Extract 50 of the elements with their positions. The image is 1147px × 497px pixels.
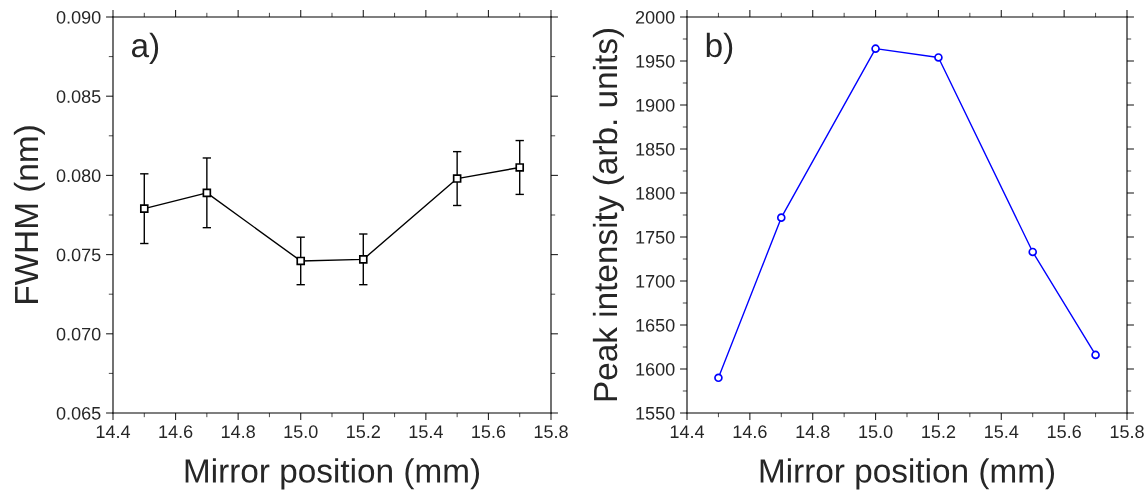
point: [515, 163, 525, 172]
x-tick-label: 14.6: [733, 425, 767, 439]
point: [1091, 350, 1100, 360]
point: [714, 373, 723, 383]
point: [139, 204, 149, 213]
x-tick-label: 14.4: [96, 425, 131, 438]
y-tick-label: 0.085: [56, 90, 101, 103]
y-tick-label: 0.070: [56, 327, 101, 341]
point: [452, 174, 462, 183]
annotation: b): [706, 32, 733, 64]
point: [871, 44, 880, 53]
x-axis-title: Mirror position (mm): [760, 458, 1055, 490]
x-tick-label: 15.8: [1110, 425, 1144, 439]
y-tick-label: 0.080: [56, 169, 101, 183]
x-tick-label: 14.8: [221, 425, 255, 439]
y-tick-label: 1700: [636, 274, 675, 288]
y-tick-label: 1900: [636, 98, 675, 112]
x-tick-label: 14.8: [796, 425, 830, 439]
y-tick-label: 1950: [636, 54, 675, 68]
point: [1028, 247, 1038, 257]
x-tick-label: 15.6: [472, 425, 506, 439]
y-axis-title: FWHM (nm): [13, 126, 45, 303]
x-tick-label: 14.4: [670, 425, 705, 438]
x-tick-label: 15.4: [985, 425, 1019, 439]
y-tick-label: 2000: [635, 10, 675, 24]
x-tick-label: 15.2: [922, 425, 956, 439]
x-tick-label: 15.8: [534, 425, 568, 439]
y-tick-label: 1850: [636, 142, 675, 156]
annotation: a): [131, 32, 159, 64]
y-tick-label: 1750: [636, 230, 675, 244]
point: [202, 188, 212, 198]
y-tick-label: 1550: [636, 406, 675, 420]
x-axis-title: Mirror position (mm): [185, 458, 480, 490]
x-tick-label: 15.6: [1047, 425, 1081, 439]
y-tick-label: 1800: [636, 186, 675, 200]
point: [934, 53, 943, 62]
x-tick-label: 15.4: [409, 425, 443, 439]
x-tick-label: 15.2: [347, 425, 380, 439]
point: [296, 256, 306, 266]
y-tick-label: 1650: [636, 318, 675, 332]
point: [776, 213, 786, 222]
y-tick-label: 0.090: [56, 10, 101, 24]
y-tick-label: 0.065: [56, 406, 101, 420]
y-tick-label: 0.075: [56, 248, 101, 262]
x-tick-label: 14.6: [159, 425, 193, 439]
x-tick-label: 15.0: [859, 425, 893, 439]
y-tick-label: 1600: [636, 362, 675, 376]
x-tick-label: 15.0: [284, 425, 318, 439]
y-axis-title: Peak intensity (arb. units): [592, 29, 624, 401]
point: [358, 255, 368, 264]
